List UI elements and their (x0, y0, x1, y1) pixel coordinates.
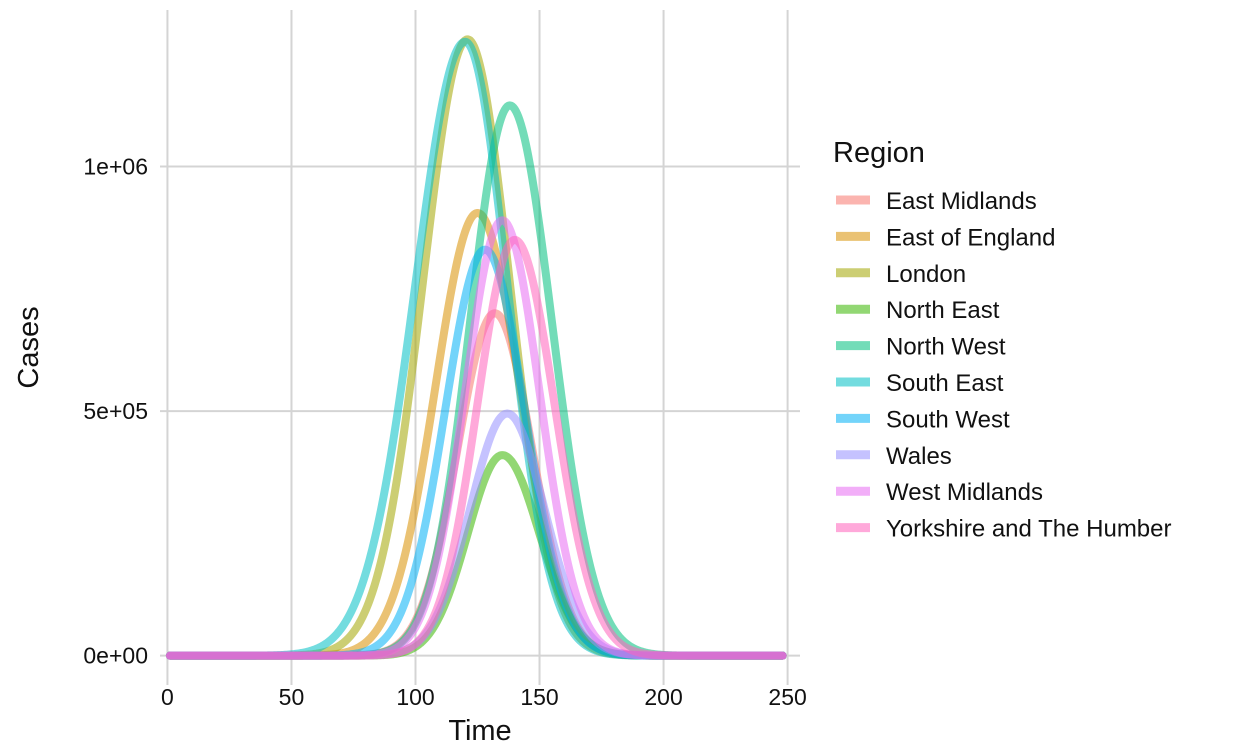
legend: Region East Midlands East of England Londo… (833, 137, 1172, 543)
legend-label: North East (886, 297, 1000, 324)
legend-label: Wales (886, 443, 952, 470)
series-line (165, 235, 787, 660)
x-tick-label: 0 (161, 684, 174, 710)
legend-label: South East (886, 370, 1004, 397)
x-tick-label: 100 (396, 684, 434, 710)
legend-label: London (886, 261, 966, 288)
legend-label: North West (886, 334, 1006, 361)
legend-title: Region (833, 137, 925, 169)
x-tick-label: 50 (279, 684, 305, 710)
y-tick-label: 0e+00 (83, 643, 148, 669)
legend-label: Yorkshire and The Humber (886, 516, 1172, 543)
y-tick-label: 5e+05 (83, 398, 148, 424)
x-tick-label: 200 (644, 684, 682, 710)
legend-label: East of England (886, 224, 1055, 251)
legend-label: East Midlands (886, 188, 1037, 215)
legend-items: East Midlands East of England London North … (836, 188, 1172, 543)
legend-label: West Midlands (886, 479, 1043, 506)
series-line (165, 409, 787, 660)
y-axis-title: Cases (13, 306, 45, 388)
series-lines (165, 35, 787, 660)
x-axis-title: Time (448, 715, 511, 747)
x-tick-label: 150 (520, 684, 558, 710)
legend-label: South West (886, 406, 1010, 433)
x-tick-label: 250 (768, 684, 806, 710)
axis-tick-labels: 0 50 100 150 200 250 0e+00 5e+05 1e+06 (83, 154, 806, 710)
series-line (165, 101, 787, 660)
y-tick-label: 1e+06 (83, 154, 148, 180)
